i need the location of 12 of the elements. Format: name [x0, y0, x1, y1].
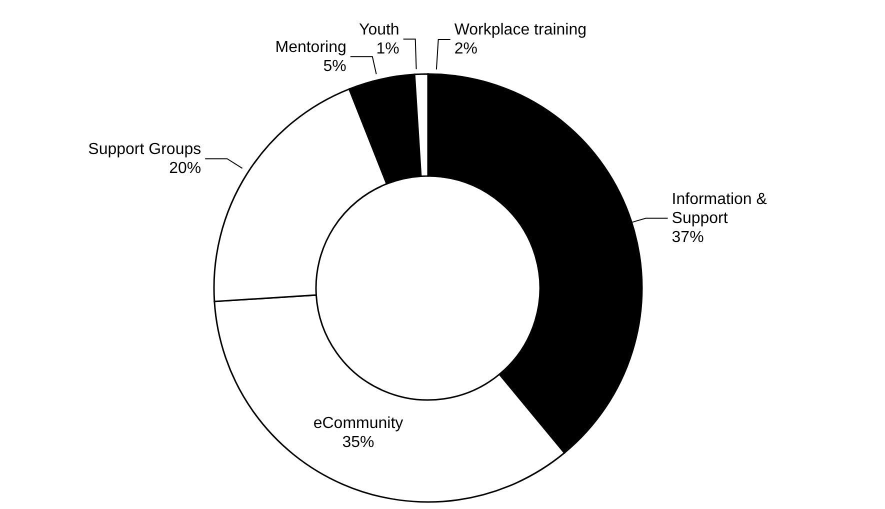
slice-label: Workplace training: [454, 22, 587, 39]
slice-label: Support Groups: [88, 140, 202, 158]
data-label: 5%: [323, 58, 346, 75]
data-label: 35%: [342, 434, 374, 451]
data-label: 20%: [169, 160, 202, 177]
slice-label: Mentoring: [275, 38, 346, 56]
data-label: 1%: [376, 40, 400, 58]
slice-label: Information & Support: [672, 191, 768, 228]
slice-label: Youth: [358, 21, 400, 38]
data-label: 2%: [454, 40, 478, 58]
slice-label: eCommunity: [313, 414, 404, 432]
data-label: 37%: [672, 229, 704, 246]
